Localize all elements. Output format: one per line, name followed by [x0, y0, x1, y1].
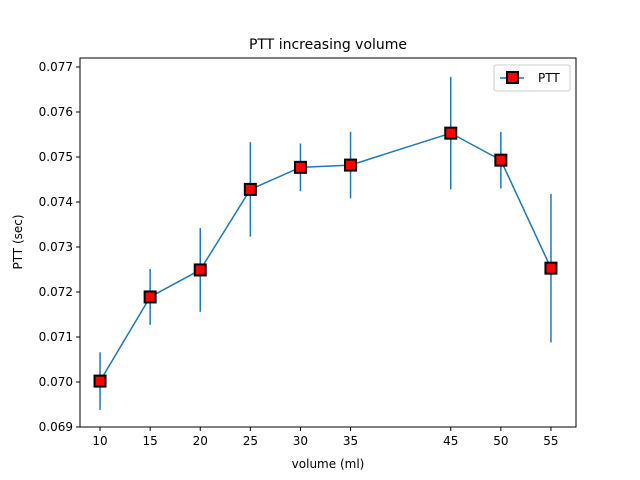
data-point — [444, 126, 458, 140]
data-point — [344, 158, 358, 172]
y-axis-label: PTT (sec) — [11, 214, 25, 269]
x-tick-label: 45 — [443, 434, 458, 448]
x-tick-label: 10 — [92, 434, 107, 448]
x-tick-label: 55 — [543, 434, 558, 448]
y-tick-label: 0.075 — [39, 150, 73, 164]
x-tick-label: 30 — [293, 434, 308, 448]
y-tick-label: 0.073 — [39, 240, 73, 254]
y-tick-label: 0.074 — [39, 195, 73, 209]
axis-ticks: 10 15 20 25 30 35 45 50 55 0.069 0.070 0.071 0.072 0.… — [39, 60, 559, 448]
data-point — [143, 290, 157, 304]
x-axis-label: volume (ml) — [292, 457, 365, 471]
y-tick-label: 0.072 — [39, 285, 73, 299]
data-point — [243, 182, 257, 196]
chart-title: PTT increasing volume — [249, 37, 407, 53]
plot-frame — [79, 57, 577, 428]
data-point — [93, 374, 107, 388]
legend: PTT — [493, 64, 571, 92]
y-tick-label: 0.071 — [39, 330, 73, 344]
legend-label-ptt: PTT — [538, 71, 560, 85]
data-point — [544, 261, 558, 275]
x-tick-label: 15 — [143, 434, 158, 448]
x-tick-label: 35 — [343, 434, 358, 448]
x-tick-label: 50 — [493, 434, 508, 448]
y-tick-label: 0.076 — [39, 105, 73, 119]
x-tick-label: 20 — [193, 434, 208, 448]
y-tick-label: 0.077 — [39, 60, 73, 74]
data-point — [494, 153, 508, 167]
plot-area — [93, 76, 558, 410]
y-tick-label: 0.069 — [39, 420, 73, 434]
y-tick-label: 0.070 — [39, 375, 73, 389]
legend-marker-swatch — [506, 71, 519, 84]
data-point — [293, 160, 307, 174]
x-tick-label: 25 — [243, 434, 258, 448]
data-point — [193, 263, 207, 277]
